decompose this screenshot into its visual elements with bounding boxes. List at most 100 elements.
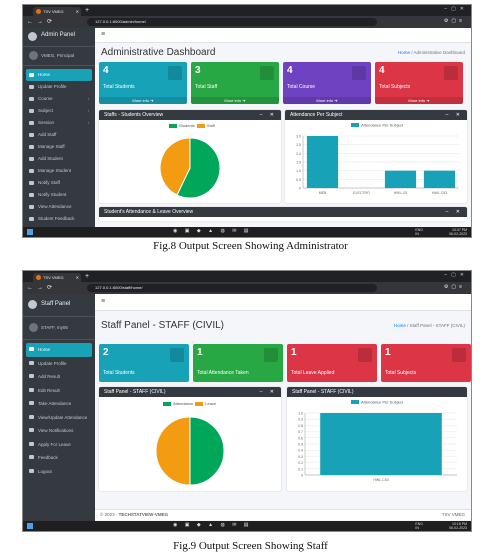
browser-tab[interactable]: TSV VMEG ✕: [33, 7, 81, 16]
close-tab-icon[interactable]: ✕: [75, 9, 79, 14]
card-header: Attendance Per Subject – ✕: [285, 110, 467, 120]
chevron-left-icon: ‹: [87, 96, 89, 101]
logo-icon: [28, 32, 37, 41]
sidebar-item[interactable]: Manage Student: [26, 165, 92, 177]
new-tab-button[interactable]: +: [85, 7, 90, 14]
sidebar-item[interactable]: Apply For Leave: [26, 438, 92, 452]
more-info-link[interactable]: More info ➔: [191, 97, 279, 104]
x-tick-label: HWL-C53: [373, 478, 388, 482]
stat-icon: [168, 66, 182, 80]
clock[interactable]: 10:18 PM 06-02-2023: [449, 522, 467, 530]
sidebar-item[interactable]: Update Profile: [26, 357, 92, 371]
sidebar-item[interactable]: Session ‹: [26, 117, 92, 129]
sidebar-item-label: Manage Staff: [38, 144, 65, 149]
nav-buttons[interactable]: ←→⟳: [27, 19, 57, 25]
card-tools[interactable]: – ✕: [445, 209, 463, 215]
sidebar-item-label: Home: [38, 72, 51, 77]
footer-brand[interactable]: TECHSTATVIEW-VMEG: [118, 512, 169, 517]
favicon-icon: [36, 275, 41, 280]
language-indicator[interactable]: ENG IN: [415, 228, 423, 236]
clock[interactable]: 10:37 PM 06-02-2023: [449, 228, 467, 236]
sidebar-item[interactable]: Course ‹: [26, 93, 92, 105]
clock-date: 06-02-2023: [449, 526, 467, 530]
extension-icons[interactable]: ⚙▢≡: [443, 284, 465, 290]
calendar-icon: [29, 205, 34, 209]
stat-box: 3 Total Staff More info ➔: [191, 62, 279, 104]
sidebar-item[interactable]: Manage Staff: [26, 141, 92, 153]
sidebar-item-label: Subject: [38, 108, 54, 113]
top-navbar: ≡: [95, 28, 471, 43]
card-tools[interactable]: – ✕: [259, 389, 277, 395]
close-tab-icon[interactable]: ✕: [75, 275, 79, 280]
attendance-leave-card: Student's Attendance & Leave Overview – ✕: [99, 207, 467, 221]
user-panel[interactable]: VMEG, Principal: [23, 47, 95, 66]
pie-slice-leave[interactable]: [155, 416, 191, 486]
card-header: Staff Panel - STAFF (CIVIL): [287, 387, 467, 397]
breadcrumb-home[interactable]: Home: [393, 323, 406, 328]
feedback-icon: [29, 217, 34, 221]
new-tab-button[interactable]: +: [85, 273, 90, 280]
hamburger-icon[interactable]: ≡: [101, 31, 106, 38]
legend-swatch: [351, 400, 359, 404]
stat-number: 1: [197, 347, 203, 358]
sidebar-item[interactable]: View Notifications: [26, 424, 92, 438]
sidebar-item[interactable]: Update Profile: [26, 81, 92, 93]
browser-tab-bar: TSV VMEG ✕ + –▢✕: [23, 271, 471, 282]
y-tick-label: 0: [301, 474, 303, 478]
sidebar-item[interactable]: Add Staff: [26, 129, 92, 141]
check-icon: [29, 441, 34, 446]
y-tick-label: 0.7: [298, 430, 303, 434]
x-tick-label: HWL-C5: [394, 191, 407, 195]
extension-icons[interactable]: ⚙▢≡: [443, 18, 465, 24]
sidebar-item[interactable]: Student Feedback: [26, 213, 92, 225]
start-icon[interactable]: [27, 523, 33, 529]
hamburger-icon[interactable]: ≡: [101, 298, 106, 305]
sidebar-item-label: Logout: [38, 468, 52, 474]
sidebar-item[interactable]: View/Update Attendance: [26, 411, 92, 425]
stat-label: Total Students: [103, 370, 135, 376]
window-controls[interactable]: –▢✕: [444, 272, 468, 278]
sidebar-item[interactable]: Take Attendance: [26, 397, 92, 411]
url-field[interactable]: 127.0.0.1:8000/admin/home/: [87, 18, 377, 26]
sidebar-brand[interactable]: Admin Panel: [23, 28, 95, 47]
sidebar-item[interactable]: Add Result: [26, 370, 92, 384]
attendance-bar-chart: 0 0.5 1.0 1.5 2.0 2.5 3.0 MEB ELECTRO HWL-C5 HWL-C…: [296, 123, 459, 195]
taskbar-apps[interactable]: ◉ ▣ ◆ ▲ ◍ ✉ ▤: [173, 522, 252, 528]
card-tools[interactable]: – ✕: [259, 112, 277, 118]
sidebar-item[interactable]: Subject ‹: [26, 105, 92, 117]
user-panel[interactable]: STAFF, my06: [23, 317, 95, 340]
sidebar-item[interactable]: Logout: [26, 465, 92, 479]
sidebar-item[interactable]: Feedback: [26, 451, 92, 465]
sidebar-brand[interactable]: Staff Panel: [23, 294, 95, 317]
stat-box: 4 Total Subjects More info ➔: [375, 62, 463, 104]
stat-label: Total Subjects: [379, 84, 411, 90]
url-field[interactable]: 127.0.0.1:8000/staff/home/: [87, 284, 377, 292]
sidebar-item[interactable]: Add Student: [26, 153, 92, 165]
sidebar-item[interactable]: View Attendance: [26, 201, 92, 213]
calendar-icon: [29, 401, 34, 405]
course-icon: [29, 97, 34, 101]
logo-icon: [28, 300, 37, 309]
more-info-link[interactable]: More info ➔: [375, 97, 463, 104]
window-controls[interactable]: –▢✕: [444, 6, 468, 12]
sidebar-item[interactable]: Home: [26, 69, 92, 81]
taskbar-apps[interactable]: ◉ ▣ ◆ ▲ ◍ ✉ ▤: [173, 228, 252, 234]
sidebar-item[interactable]: Edit Result: [26, 384, 92, 398]
more-info-link[interactable]: More info ➔: [99, 97, 187, 104]
legend-swatch: [195, 401, 204, 406]
language-indicator[interactable]: ENG IN: [415, 522, 423, 530]
card-tools[interactable]: – ✕: [445, 112, 463, 118]
nav-buttons[interactable]: ←→⟳: [27, 285, 57, 291]
feedback-icon: [29, 455, 34, 459]
pie-slice-students[interactable]: [176, 137, 221, 199]
sidebar-item[interactable]: Home: [26, 343, 92, 357]
pie-slice-attendance[interactable]: [189, 416, 225, 486]
sidebar-item-label: Manage Student: [38, 168, 72, 173]
more-info-link[interactable]: More info ➔: [283, 97, 371, 104]
breadcrumb-home[interactable]: Home: [397, 50, 410, 55]
pie-slice-staff[interactable]: [159, 137, 191, 196]
start-icon[interactable]: [27, 229, 33, 235]
browser-tab[interactable]: TSV VMEG ✕: [33, 273, 81, 282]
sidebar-item[interactable]: Notify Staff: [26, 177, 92, 189]
sidebar-item[interactable]: Notify Student: [26, 189, 92, 201]
